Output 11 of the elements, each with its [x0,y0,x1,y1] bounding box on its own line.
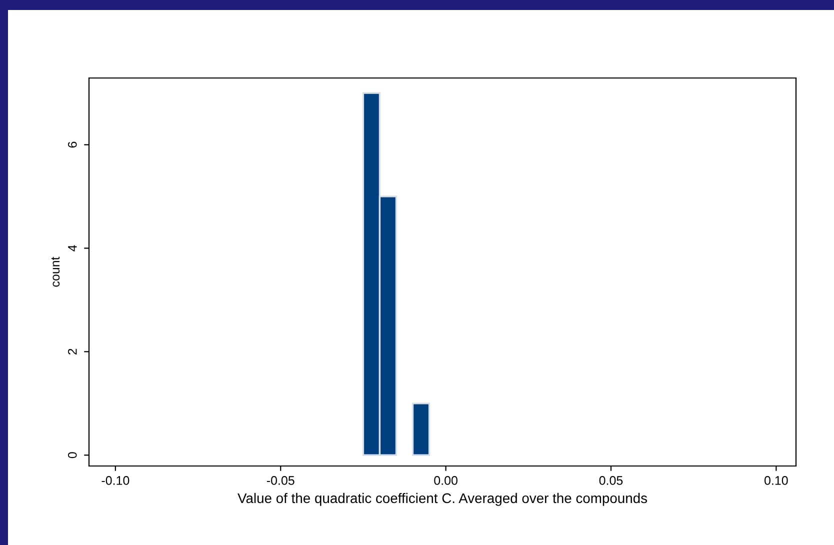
y-tick-label: 4 [68,245,77,252]
x-axis-title: Value of the quadratic coefficient C. Averaged over the compounds [238,492,648,506]
x-tick-label: -0.05 [266,476,294,485]
x-tick-label: 0.10 [764,476,788,485]
y-tick-label: 0 [68,452,77,458]
y-tick-label: 2 [68,348,77,355]
x-tick-label: 0.05 [599,476,623,485]
y-tick-label: 6 [68,142,77,148]
x-tick-label: -0.10 [102,476,130,485]
y-axis-title: count [51,256,60,287]
x-tick-label: 0.00 [434,476,458,485]
